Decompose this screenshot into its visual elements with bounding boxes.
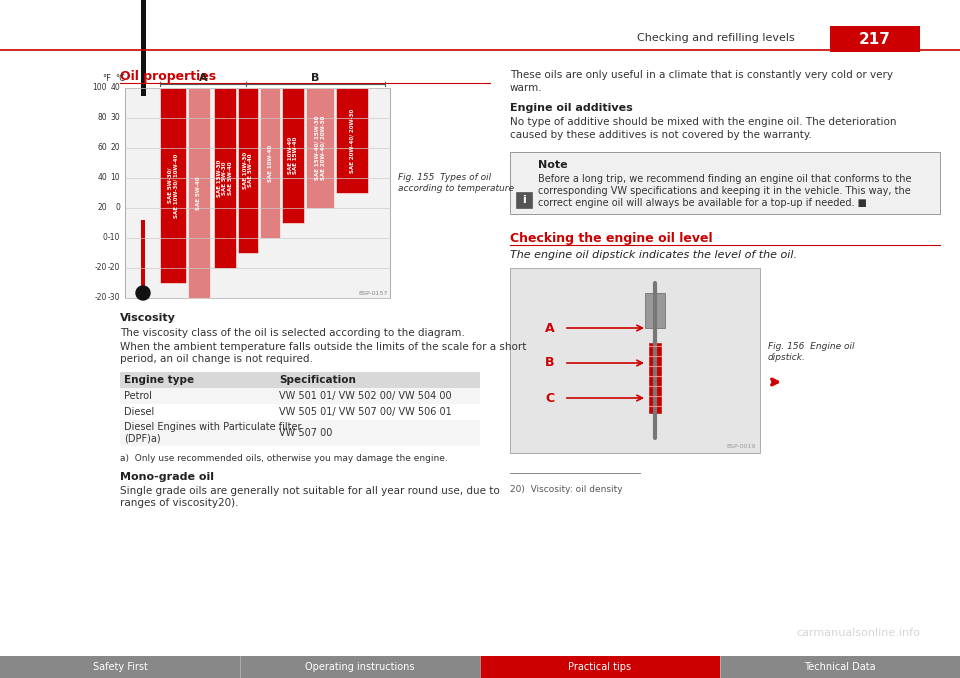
Bar — [510, 268, 760, 453]
Bar — [260, 88, 280, 238]
Text: B: B — [545, 357, 555, 370]
Bar — [830, 26, 920, 52]
Text: VW 505 01/ VW 507 00/ VW 506 01: VW 505 01/ VW 507 00/ VW 506 01 — [279, 407, 452, 417]
Text: -10: -10 — [108, 233, 120, 243]
Text: warm.: warm. — [510, 83, 542, 93]
Text: Mono-grade oil: Mono-grade oil — [120, 472, 214, 482]
Text: A: A — [199, 73, 207, 83]
Text: Checking the engine oil level: Checking the engine oil level — [510, 232, 712, 245]
Text: Operating instructions: Operating instructions — [305, 662, 415, 672]
Text: SAE 5W-40: SAE 5W-40 — [197, 176, 202, 210]
Text: SAE 15W-30
SAE 5W-30
SAE 5W-40: SAE 15W-30 SAE 5W-30 SAE 5W-40 — [217, 159, 233, 197]
Text: The viscosity class of the oil is selected according to the diagram.: The viscosity class of the oil is select… — [120, 328, 465, 338]
Text: °C: °C — [115, 74, 125, 83]
Text: corresponding VW specifications and keeping it in the vehicle. This way, the: corresponding VW specifications and keep… — [538, 186, 911, 196]
Bar — [645, 293, 665, 328]
Text: Specification: Specification — [279, 375, 356, 385]
Bar — [120, 388, 480, 404]
Text: Oil properties: Oil properties — [120, 70, 216, 83]
Text: Single grade oils are generally not suitable for all year round use, due to
rang: Single grade oils are generally not suit… — [120, 486, 500, 508]
Bar — [0, 656, 240, 678]
Text: VW 501 01/ VW 502 00/ VW 504 00: VW 501 01/ VW 502 00/ VW 504 00 — [279, 391, 451, 401]
Text: 60: 60 — [97, 144, 107, 153]
Text: Safety First: Safety First — [92, 662, 148, 672]
Text: 20)  Viscosity: oil density: 20) Viscosity: oil density — [510, 485, 623, 494]
Bar — [240, 656, 480, 678]
Text: Technical Data: Technical Data — [804, 662, 876, 672]
Text: 10: 10 — [110, 174, 120, 182]
Text: When the ambient temperature falls outside the limits of the scale for a short
p: When the ambient temperature falls outsi… — [120, 342, 526, 363]
Text: Checking and refilling levels: Checking and refilling levels — [637, 33, 795, 43]
Text: -20: -20 — [108, 264, 120, 273]
Text: No type of additive should be mixed with the engine oil. The deterioration: No type of additive should be mixed with… — [510, 117, 897, 127]
Bar — [160, 88, 186, 283]
Text: Engine type: Engine type — [124, 375, 194, 385]
Text: Before a long trip, we recommend finding an engine oil that conforms to the: Before a long trip, we recommend finding… — [538, 174, 911, 184]
Text: °F: °F — [103, 74, 111, 83]
Text: 100: 100 — [92, 83, 107, 92]
Text: 30: 30 — [110, 113, 120, 123]
Text: The engine oil dipstick indicates the level of the oil.: The engine oil dipstick indicates the le… — [510, 250, 797, 260]
Text: Petrol: Petrol — [124, 391, 152, 401]
Bar — [480, 656, 720, 678]
Text: caused by these additives is not covered by the warranty.: caused by these additives is not covered… — [510, 130, 812, 140]
Bar — [720, 656, 960, 678]
Text: B: B — [311, 73, 320, 83]
Text: carmanualsonline.info: carmanualsonline.info — [796, 628, 920, 638]
Text: Fig. 155  Types of oil
according to temperature: Fig. 155 Types of oil according to tempe… — [398, 174, 514, 193]
Bar — [188, 88, 210, 298]
Bar — [516, 192, 532, 208]
Bar — [510, 152, 940, 214]
Text: BSP-0157: BSP-0157 — [359, 291, 388, 296]
Text: 80: 80 — [97, 113, 107, 123]
Bar — [238, 88, 258, 253]
Bar — [120, 404, 480, 420]
Text: -20: -20 — [95, 264, 107, 273]
Text: SAE 15W-40/ 15W-30
SAE 20W-40/ 20W-30: SAE 15W-40/ 15W-30 SAE 20W-40/ 20W-30 — [315, 116, 325, 180]
Bar — [649, 343, 661, 413]
Text: 20: 20 — [97, 203, 107, 212]
Text: Fig. 156  Engine oil
dipstick.: Fig. 156 Engine oil dipstick. — [768, 342, 854, 361]
Text: VW 507 00: VW 507 00 — [279, 428, 332, 438]
Bar — [120, 420, 480, 446]
Bar — [140, 0, 146, 96]
Text: A: A — [545, 321, 555, 334]
Text: SAE 5W-30/
SAE 10W-30/ 10W-40: SAE 5W-30/ SAE 10W-30/ 10W-40 — [168, 153, 179, 218]
Bar — [120, 372, 480, 388]
Text: correct engine oil will always be available for a top-up if needed. ■: correct engine oil will always be availa… — [538, 198, 867, 208]
Text: 20: 20 — [110, 144, 120, 153]
Text: Diesel: Diesel — [124, 407, 155, 417]
Text: Diesel Engines with Particulate filter
(DPF)a): Diesel Engines with Particulate filter (… — [124, 422, 301, 444]
Bar — [125, 88, 390, 298]
Text: a)  Only use recommended oils, otherwise you may damage the engine.: a) Only use recommended oils, otherwise … — [120, 454, 447, 463]
Text: BSP-0019: BSP-0019 — [727, 444, 756, 449]
Bar — [306, 88, 334, 208]
Text: 0: 0 — [115, 203, 120, 212]
Bar — [336, 88, 368, 193]
Text: 217: 217 — [859, 31, 891, 47]
Bar — [141, 220, 145, 286]
Text: Engine oil additives: Engine oil additives — [510, 103, 633, 113]
Text: C: C — [545, 391, 555, 405]
Text: 40: 40 — [110, 83, 120, 92]
Text: Note: Note — [538, 160, 567, 170]
Bar — [214, 88, 236, 268]
Text: SAE 20W-40/ 20W-30: SAE 20W-40/ 20W-30 — [349, 108, 354, 173]
Text: Practical tips: Practical tips — [568, 662, 632, 672]
Text: -30: -30 — [108, 294, 120, 302]
Text: SAE 10W-40
SAE 15W-40: SAE 10W-40 SAE 15W-40 — [288, 137, 299, 174]
Text: -20: -20 — [95, 294, 107, 302]
Circle shape — [136, 286, 150, 300]
Text: 40: 40 — [97, 174, 107, 182]
Text: SAE 10W-40: SAE 10W-40 — [268, 144, 273, 182]
Text: These oils are only useful in a climate that is constantly very cold or very: These oils are only useful in a climate … — [510, 70, 893, 80]
Text: SAE 10W-30
SAE 5W-40: SAE 10W-30 SAE 5W-40 — [243, 152, 253, 189]
Text: Viscosity: Viscosity — [120, 313, 176, 323]
Text: 0: 0 — [102, 233, 107, 243]
Text: i: i — [522, 195, 526, 205]
Bar — [282, 88, 304, 223]
